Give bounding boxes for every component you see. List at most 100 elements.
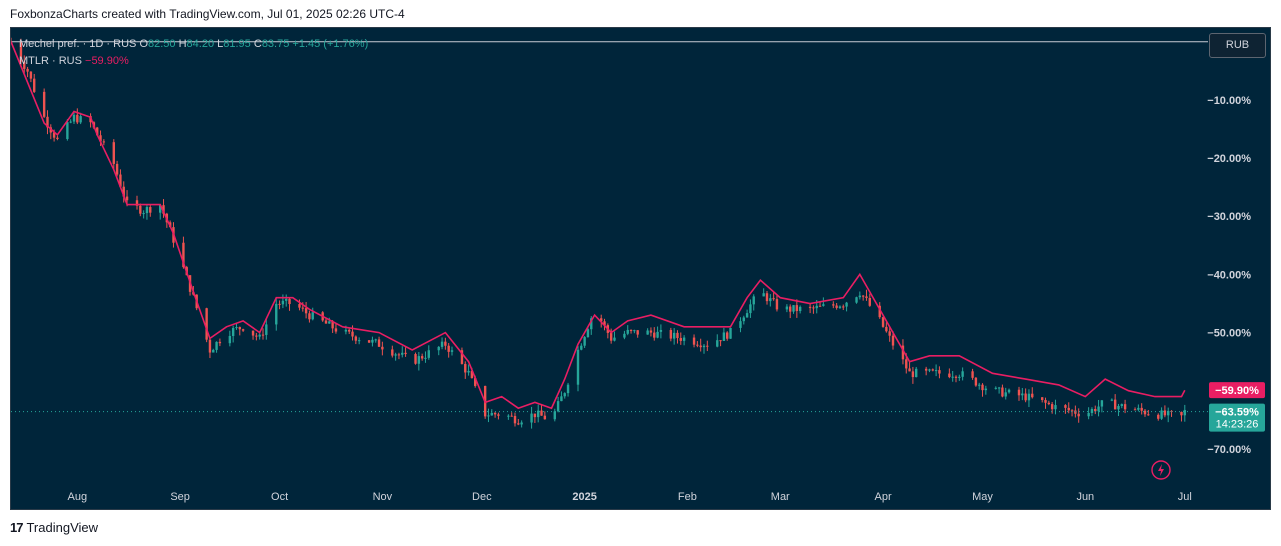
candle-body bbox=[1050, 404, 1054, 410]
candle-body bbox=[1123, 404, 1127, 410]
candle-body bbox=[702, 345, 706, 348]
candle-body bbox=[258, 334, 261, 337]
candle-body bbox=[265, 324, 268, 335]
candle-body bbox=[162, 205, 165, 214]
candle-body bbox=[981, 384, 984, 391]
candle-body bbox=[706, 345, 709, 347]
compare-symbol-name[interactable]: MTLR · RUS bbox=[19, 55, 82, 67]
candle-body bbox=[772, 298, 775, 300]
candle-body bbox=[1007, 389, 1011, 393]
x-tick-label: Jul bbox=[1178, 491, 1192, 503]
footer-brand-label: TradingView bbox=[26, 520, 99, 535]
x-tick-label: Dec bbox=[472, 491, 492, 503]
candle-body bbox=[311, 312, 314, 320]
candle-body bbox=[915, 368, 918, 378]
candle-body bbox=[1027, 393, 1031, 401]
y-tick-label: −40.00% bbox=[1207, 269, 1251, 281]
candle-body bbox=[911, 371, 915, 378]
candle-body bbox=[994, 387, 997, 389]
candle-body bbox=[139, 205, 142, 214]
candle-body bbox=[1167, 410, 1170, 416]
candle-body bbox=[659, 329, 663, 332]
close-value: 83.75 bbox=[261, 38, 290, 50]
candle-body bbox=[513, 416, 517, 424]
candle-body bbox=[931, 369, 934, 371]
candle-body bbox=[334, 328, 338, 332]
candle-body bbox=[722, 332, 726, 341]
candle-body bbox=[716, 340, 719, 347]
candle-body bbox=[1140, 407, 1143, 411]
x-tick-label: Nov bbox=[373, 491, 393, 503]
candle-body bbox=[215, 341, 218, 350]
chart-frame[interactable]: 0.00%−10.00%−20.00%−30.00%−40.00%−50.00%… bbox=[10, 27, 1271, 510]
x-tick-label: Aug bbox=[68, 491, 88, 503]
candle-body bbox=[357, 340, 361, 342]
candle-body bbox=[845, 302, 848, 307]
open-label: O bbox=[139, 38, 148, 50]
candle-body bbox=[1120, 404, 1123, 406]
candle-body bbox=[427, 350, 430, 358]
candle-body bbox=[46, 116, 49, 128]
candle-body bbox=[792, 305, 795, 312]
candle-body bbox=[331, 321, 334, 329]
candle-body bbox=[510, 415, 513, 417]
currency-button[interactable]: RUB bbox=[1209, 33, 1266, 58]
candle-body bbox=[649, 330, 653, 333]
candle-body bbox=[1064, 405, 1067, 408]
candle-body bbox=[288, 298, 291, 305]
candle-body bbox=[125, 196, 129, 201]
candle-body bbox=[563, 393, 566, 397]
candle-body bbox=[391, 349, 394, 356]
candle-body bbox=[1183, 409, 1186, 416]
candle-body bbox=[553, 411, 556, 420]
candle-body bbox=[653, 332, 656, 338]
candle-body bbox=[1001, 387, 1004, 397]
candle-body bbox=[928, 369, 931, 371]
candle-body bbox=[1070, 410, 1074, 412]
candle-body bbox=[275, 303, 278, 325]
candle-body bbox=[464, 363, 467, 373]
candle-body bbox=[149, 207, 152, 213]
candle-body bbox=[961, 371, 964, 377]
candle-body bbox=[881, 317, 885, 327]
candle-body bbox=[815, 305, 818, 309]
candle-body bbox=[212, 349, 215, 353]
close-label: C bbox=[253, 38, 262, 50]
candle-body bbox=[401, 352, 404, 355]
candle-body bbox=[636, 330, 639, 335]
candle-body bbox=[1097, 406, 1100, 412]
candle-body bbox=[1067, 407, 1070, 411]
candle-body bbox=[115, 163, 119, 175]
candle-body bbox=[586, 329, 590, 338]
candle-body bbox=[122, 186, 125, 197]
candle-body bbox=[951, 376, 954, 378]
candle-body bbox=[1077, 413, 1080, 417]
footer-brand[interactable]: 17 TradingView bbox=[10, 520, 98, 535]
candle-body bbox=[1157, 414, 1160, 419]
candle-body bbox=[626, 329, 629, 334]
candle-body bbox=[762, 293, 765, 297]
candle-body bbox=[205, 308, 208, 340]
x-tick-label: Feb bbox=[678, 491, 697, 503]
candle-body bbox=[29, 71, 33, 79]
compare-symbol-legend: MTLR · RUS −59.90% bbox=[19, 53, 368, 70]
candle-body bbox=[1133, 409, 1137, 411]
candle-body bbox=[726, 332, 729, 339]
candle-body bbox=[858, 295, 862, 298]
x-tick-label: Mar bbox=[771, 491, 790, 503]
candle-body bbox=[367, 340, 371, 343]
candle-body bbox=[424, 357, 427, 359]
candle-body bbox=[1163, 410, 1167, 416]
candle-body bbox=[891, 335, 895, 346]
candle-body bbox=[609, 332, 613, 341]
candle-body bbox=[56, 137, 59, 140]
candle-body bbox=[298, 304, 301, 308]
change-value: +1.45 (+1.76%) bbox=[292, 38, 369, 50]
candle-body bbox=[590, 318, 593, 330]
price-chart[interactable]: 0.00%−10.00%−20.00%−30.00%−40.00%−50.00%… bbox=[11, 28, 1270, 509]
symbol-name[interactable]: Mechel pref. · 1D · RUS bbox=[19, 38, 137, 50]
candle-body bbox=[99, 135, 102, 142]
candle-body bbox=[517, 423, 520, 425]
low-label: L bbox=[217, 38, 224, 50]
candle-body bbox=[739, 321, 742, 328]
